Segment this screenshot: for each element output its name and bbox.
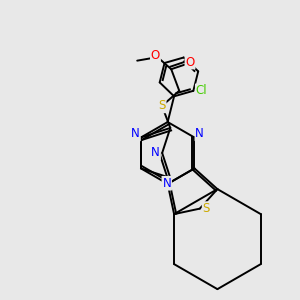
Text: O: O: [151, 49, 160, 62]
Text: N: N: [195, 128, 204, 140]
Text: N: N: [162, 177, 171, 190]
Text: S: S: [202, 202, 210, 215]
Text: N: N: [131, 128, 140, 140]
Text: O: O: [185, 56, 195, 69]
Text: Cl: Cl: [196, 84, 207, 97]
Text: S: S: [158, 99, 166, 112]
Text: N: N: [151, 146, 160, 159]
